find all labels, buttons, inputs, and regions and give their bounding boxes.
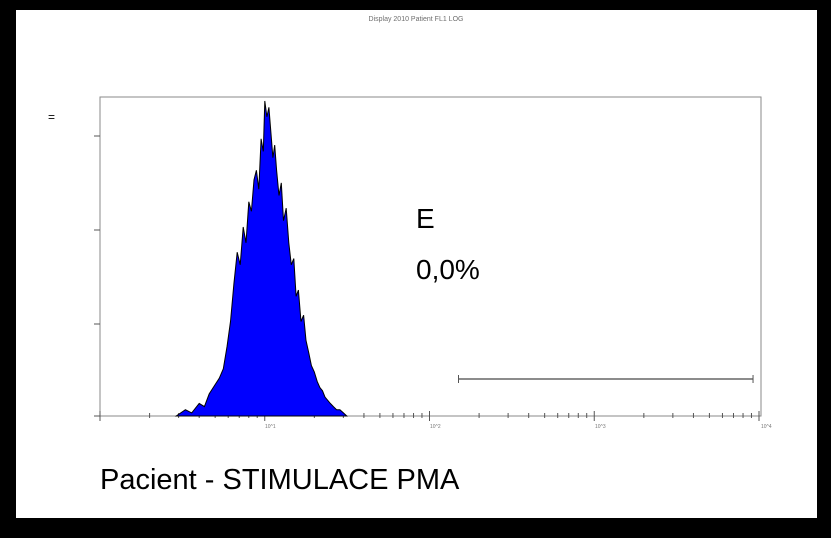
y-axis-ticks [94,135,100,417]
region-gate[interactable] [458,375,754,383]
plot-frame [16,10,817,518]
x-decade-label: 10^3 [595,424,606,430]
chart-header: Display 2010 Patient FL1 LOG [369,16,464,23]
histogram-area [174,100,349,417]
region-percent-label: 0,0% [416,254,480,285]
x-axis-decade-labels: 10^1 10^2 10^3 10^4 [265,424,772,430]
x-decade-label: 10^2 [430,424,441,430]
y-axis-mark: = [48,110,55,124]
x-decade-label: 10^4 [761,424,772,430]
region-name-label: E [416,203,435,234]
plot-area-border [99,96,762,417]
x-decade-label: 10^1 [265,424,276,430]
sample-caption: Pacient - STIMULACE PMA [100,464,460,496]
